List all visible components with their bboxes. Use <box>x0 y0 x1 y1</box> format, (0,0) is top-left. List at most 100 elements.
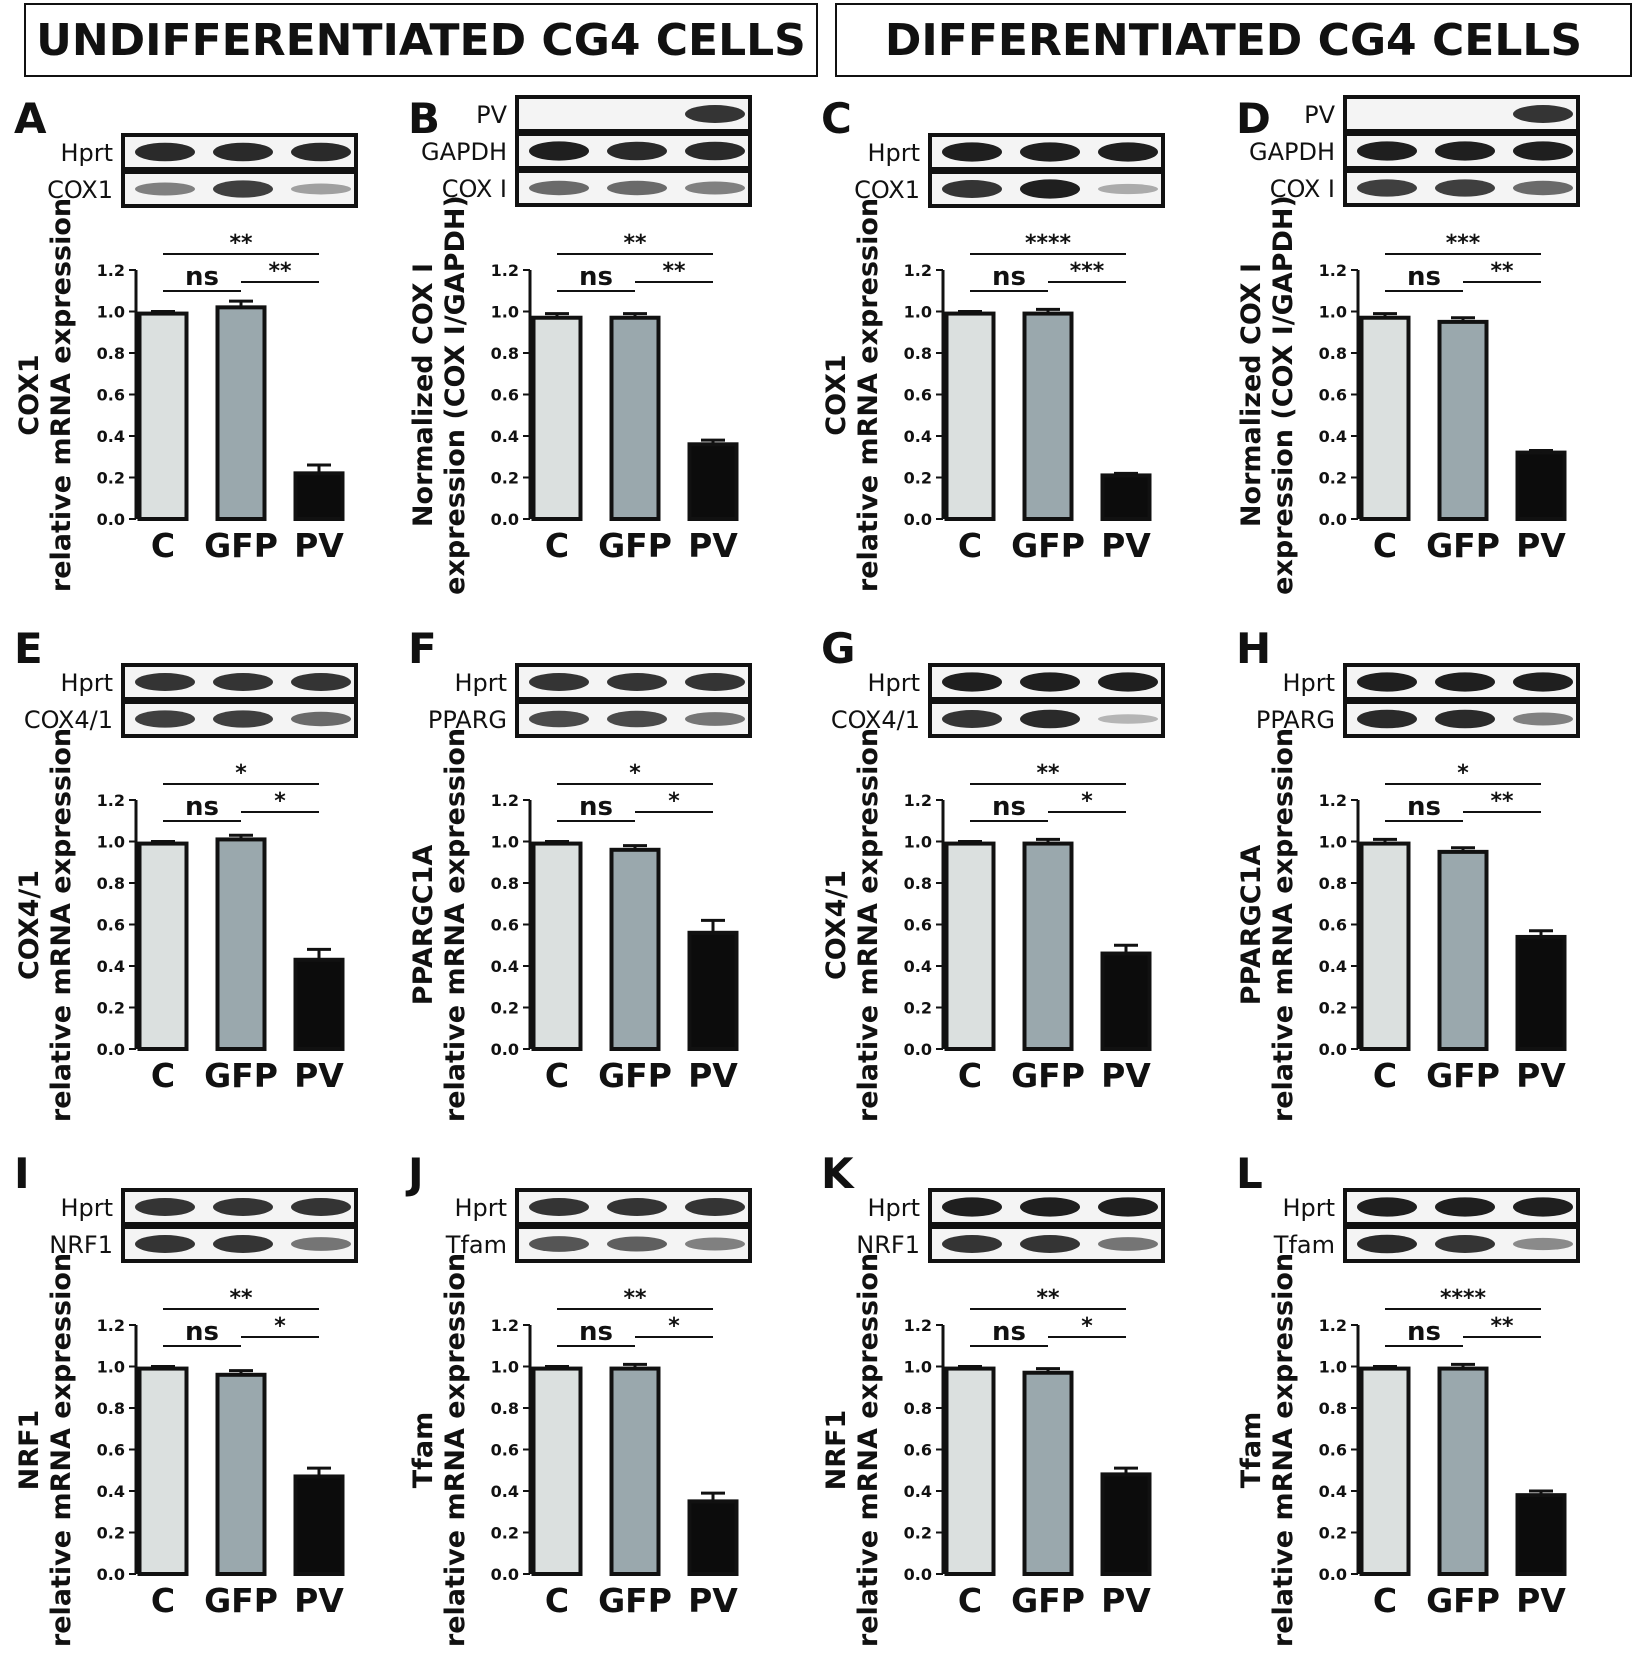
y-axis-label-line2: relative mRNA expression <box>853 198 884 592</box>
chart-c: C Hprt COX1 0.0 0.2 0.4 0.6 0.8 1.0 1.2 COX1 relati… <box>821 94 1165 592</box>
y-tick-label: 0.4 <box>904 427 932 446</box>
y-tick-label: 1.2 <box>491 791 519 810</box>
blot-band <box>607 710 667 728</box>
panel-label: C <box>821 94 852 143</box>
significance-label: ns <box>992 1317 1026 1347</box>
blot-band <box>685 712 745 726</box>
blot-strip: Hprt <box>454 663 752 701</box>
y-tick-label: 1.0 <box>1319 303 1347 322</box>
panel-d: D PV GAPDH COX I 0.0 0.2 0.4 0.6 0.8 1.0 1.2 Normal… <box>1230 94 1634 616</box>
blot-band <box>1098 1197 1158 1217</box>
chart-d: D PV GAPDH COX I 0.0 0.2 0.4 0.6 0.8 1.0 1.2 Normal… <box>1236 94 1580 595</box>
y-tick-label: 0.0 <box>1319 1565 1347 1584</box>
y-tick-label: 0.6 <box>904 386 932 405</box>
x-tick-label: PV <box>294 526 344 565</box>
significance-label: ns <box>579 792 613 822</box>
panel-label: E <box>14 624 43 673</box>
y-axis-label-line2: relative mRNA expression <box>853 728 884 1122</box>
y-tick-label: 0.8 <box>904 344 932 363</box>
y-axis-label-line1: Tfam <box>1236 1412 1267 1489</box>
blot-strip-label: GAPDH <box>1249 138 1335 166</box>
blot-strip-label: Hprt <box>60 139 113 167</box>
blot-strip: COX I <box>1270 169 1580 207</box>
x-tick-label: GFP <box>204 1581 278 1620</box>
significance-label: ns <box>1407 792 1441 822</box>
chart-k: K Hprt NRF1 0.0 0.2 0.4 0.6 0.8 1.0 1.2 NRF1 relati… <box>821 1149 1165 1647</box>
panel-j: J Hprt Tfam 0.0 0.2 0.4 0.6 0.8 1.0 1.2 Tfam relati… <box>402 1149 806 1671</box>
x-tick-label: GFP <box>1011 1056 1085 1095</box>
blot-strip: COX1 <box>854 170 1165 208</box>
y-axis-label-line1: Normalized COX I <box>408 263 439 527</box>
x-tick-label: GFP <box>1426 1581 1500 1620</box>
chart-group: G Hprt COX4/1 0.0 0.2 0.4 0.6 0.8 1.0 1.2 COX4/1 re… <box>821 624 1165 1122</box>
blot-strip-label: Hprt <box>60 669 113 697</box>
y-tick-label: 0.0 <box>904 1565 932 1584</box>
y-tick-label: 1.0 <box>1319 833 1347 852</box>
panel-label: G <box>821 624 855 673</box>
significance-label: ** <box>623 231 647 256</box>
bar <box>1437 319 1489 521</box>
y-tick-label: 0.8 <box>491 344 519 363</box>
blot-band <box>291 142 351 162</box>
blot-band <box>135 142 195 162</box>
panel-k: K Hprt NRF1 0.0 0.2 0.4 0.6 0.8 1.0 1.2 NRF1 relati… <box>815 1149 1219 1671</box>
panel-label: D <box>1236 94 1271 143</box>
significance-label: * <box>274 1314 286 1339</box>
y-tick-label: 0.4 <box>491 427 519 446</box>
significance-label: ** <box>229 1286 253 1311</box>
panel-label: F <box>408 624 437 673</box>
bar <box>1515 1493 1567 1576</box>
blot-band <box>1435 1197 1495 1217</box>
blot-band <box>942 710 1002 728</box>
blot-band <box>1435 179 1495 197</box>
significance-label: ns <box>185 1317 219 1347</box>
blot-strip-label: COX4/1 <box>831 706 920 734</box>
chart-group: C Hprt COX1 0.0 0.2 0.4 0.6 0.8 1.0 1.2 COX1 relati… <box>821 94 1165 592</box>
x-tick-label: PV <box>1516 1056 1566 1095</box>
y-axis-label-line2: relative mRNA expression <box>46 198 77 592</box>
y-axis-label-group: Tfam relative mRNA expression <box>1236 1253 1299 1647</box>
blot-strip-label: Hprt <box>454 1194 507 1222</box>
chart-group: L Hprt Tfam 0.0 0.2 0.4 0.6 0.8 1.0 1.2 Tfam relati… <box>1236 1149 1580 1647</box>
y-tick-label: 0.0 <box>1319 510 1347 529</box>
x-tick-label: GFP <box>204 1056 278 1095</box>
bar <box>531 841 583 1051</box>
significance-label: **** <box>1025 231 1072 256</box>
chart-i: I Hprt NRF1 0.0 0.2 0.4 0.6 0.8 1.0 1.2 NRF1 relati… <box>14 1149 358 1647</box>
significance-label: *** <box>1070 259 1105 284</box>
blot-band <box>942 142 1002 162</box>
y-tick-label: 0.0 <box>97 1040 125 1059</box>
blot-band <box>529 1236 589 1252</box>
y-axis-label-line1: COX1 <box>821 354 852 435</box>
x-tick-label: C <box>545 1056 569 1095</box>
blot-band <box>291 673 351 691</box>
bar <box>1022 311 1074 521</box>
bar <box>944 841 996 1051</box>
bar <box>609 847 661 1051</box>
y-axis-label-line2: relative mRNA expression <box>1268 1253 1299 1647</box>
blot-strip: GAPDH <box>421 132 752 170</box>
blot-band <box>1357 1197 1417 1217</box>
y-tick-label: 1.2 <box>1319 791 1347 810</box>
y-tick-label: 0.0 <box>904 1040 932 1059</box>
x-tick-label: PV <box>688 1581 738 1620</box>
blot-band <box>1513 1237 1573 1251</box>
blot-band <box>685 181 745 195</box>
blot-strip-label: NRF1 <box>49 1231 113 1259</box>
y-axis-label-line2: relative mRNA expression <box>1268 728 1299 1122</box>
blot-band <box>942 180 1002 198</box>
bar <box>687 442 739 521</box>
blot-strip-label: COX1 <box>47 176 113 204</box>
blot-band <box>291 183 351 195</box>
blot-strip: Hprt <box>60 663 358 701</box>
blot-band <box>529 141 589 161</box>
blot-band <box>1098 672 1158 692</box>
y-tick-label: 1.0 <box>1319 1358 1347 1377</box>
x-tick-label: GFP <box>598 1581 672 1620</box>
bar <box>137 1366 189 1576</box>
y-axis-label-line1: COX4/1 <box>821 870 852 980</box>
y-tick-label: 1.0 <box>97 833 125 852</box>
bar <box>1022 841 1074 1051</box>
y-tick-label: 0.2 <box>97 469 125 488</box>
blot-strip-label: Tfam <box>1273 1231 1335 1259</box>
